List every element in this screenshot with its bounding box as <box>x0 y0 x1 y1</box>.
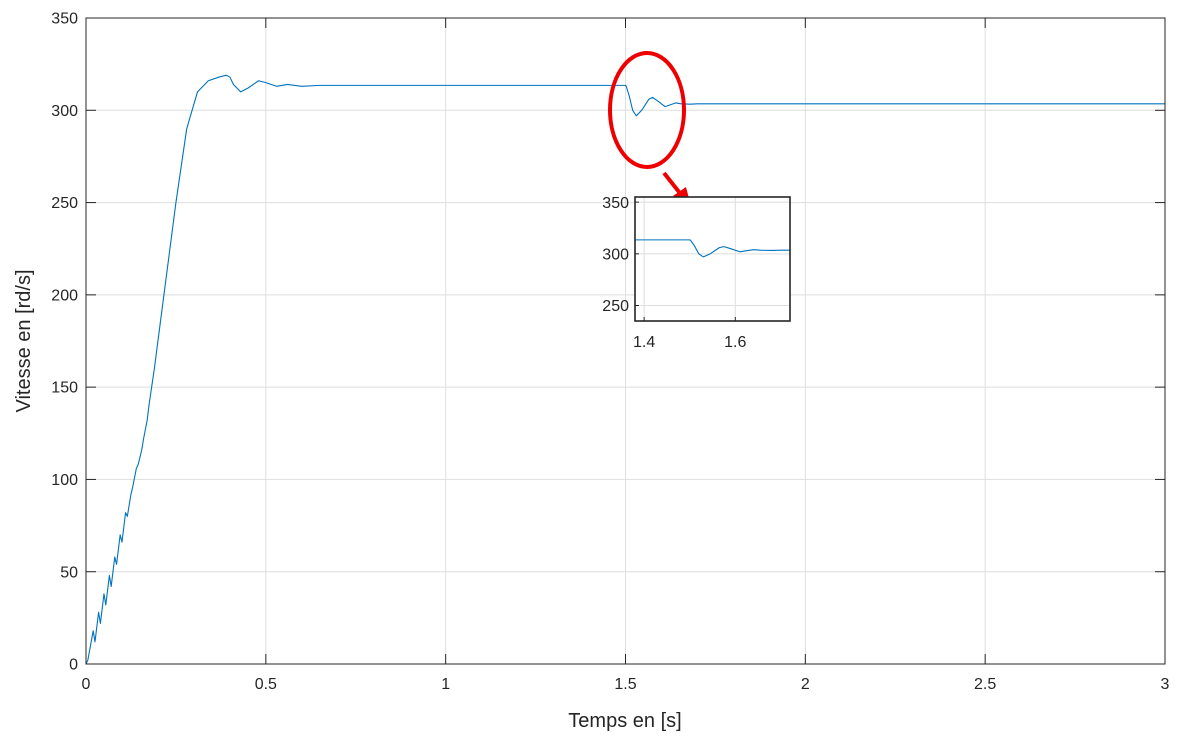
inset-ticks: 1.4 1.6 250 300 350 <box>602 195 746 351</box>
series-line <box>85 74 1165 665</box>
y-tick-label: 350 <box>51 11 78 28</box>
main-ticks: 0 0.5 1 1.5 2 2.5 3 0 50 100 150 200 250 300 350 <box>51 11 1169 693</box>
y-tick-label: 100 <box>51 472 78 489</box>
highlight-ellipse <box>608 51 686 169</box>
y-tick-label: 0 <box>69 657 78 674</box>
inset-series <box>635 239 790 258</box>
x-axis-label: Temps en [s] <box>568 710 681 732</box>
x-tick-label: 1.5 <box>614 676 636 693</box>
x-tick-label: 0.5 <box>255 676 277 693</box>
y-tick-label: 150 <box>51 380 78 397</box>
x-tick-label: 0 <box>82 676 91 693</box>
y-tick-label: 300 <box>51 103 78 120</box>
x-tick-label: 3 <box>1161 676 1170 693</box>
x-tick-label: 2.5 <box>974 676 996 693</box>
y-tick-label: 350 <box>602 195 629 212</box>
inset-axes-box <box>634 196 791 322</box>
inset-grid <box>635 197 790 321</box>
y-tick-label: 300 <box>602 246 629 263</box>
x-tick-label: 1.4 <box>633 334 655 351</box>
x-tick-label: 1 <box>441 676 450 693</box>
y-tick-label: 50 <box>60 564 78 581</box>
y-tick-label: 200 <box>51 287 78 304</box>
y-axis-label: Vitesse en [rd/s] <box>13 269 35 412</box>
main-axes: 0 0.5 1 1.5 2 2.5 3 0 50 100 150 200 250 300 350 Temps… <box>13 11 1170 732</box>
x-tick-label: 2 <box>801 676 810 693</box>
inset-axes: 1.4 1.6 250 300 350 <box>602 195 791 351</box>
series-line <box>635 239 790 258</box>
y-tick-label: 250 <box>51 195 78 212</box>
y-tick-label: 250 <box>602 298 629 315</box>
x-tick-label: 1.6 <box>724 334 746 351</box>
main-series <box>85 74 1165 665</box>
inset-plot-area <box>635 197 790 321</box>
